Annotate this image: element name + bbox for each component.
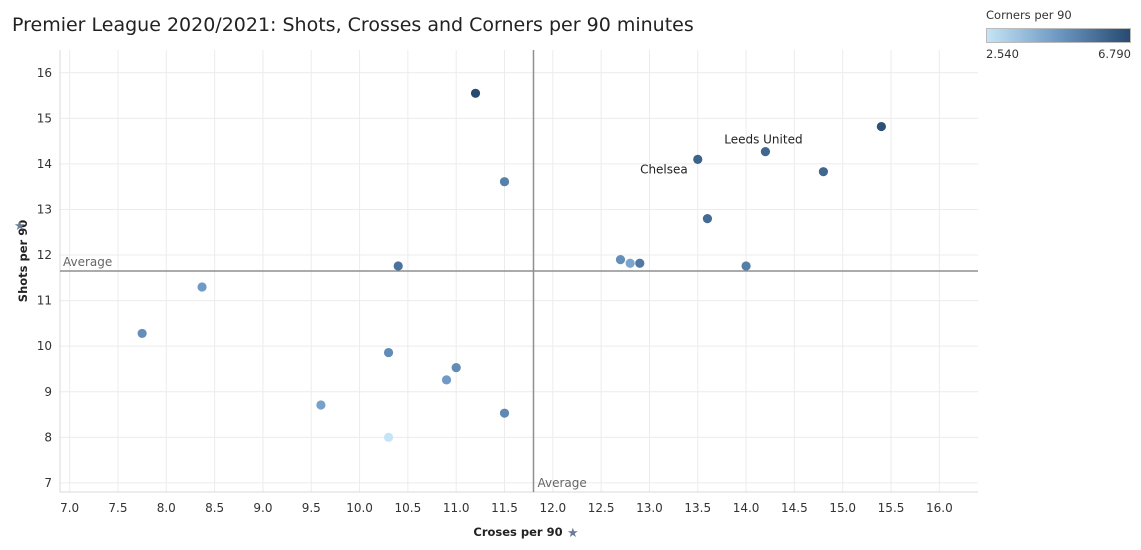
data-point bbox=[383, 347, 394, 358]
legend-color-ramp bbox=[986, 28, 1131, 43]
x-tick-label: 14.0 bbox=[733, 501, 760, 515]
legend-min-label: 2.540 bbox=[986, 47, 1019, 61]
x-tick-label: 9.0 bbox=[253, 501, 272, 515]
data-point bbox=[760, 147, 771, 157]
legend-max-label: 6.790 bbox=[1098, 47, 1131, 61]
y-tick-label: 9 bbox=[44, 385, 52, 399]
x-axis-title: Croses per 90 bbox=[473, 525, 562, 539]
data-point bbox=[499, 177, 510, 187]
x-tick-label: 11.5 bbox=[491, 501, 518, 515]
data-point bbox=[137, 328, 147, 339]
x-tick-label: 15.0 bbox=[829, 501, 856, 515]
x-tick-label: 8.0 bbox=[157, 501, 176, 515]
x-tick-label: 9.5 bbox=[302, 501, 321, 515]
data-point bbox=[393, 261, 403, 271]
x-average-label: Average bbox=[537, 476, 586, 490]
y-average-label: Average bbox=[63, 255, 112, 269]
data-point bbox=[316, 400, 326, 410]
pin-icon: ★ bbox=[567, 526, 579, 541]
legend-title: Corners per 90 bbox=[986, 8, 1072, 22]
data-point bbox=[615, 255, 626, 265]
x-tick-label: 15.5 bbox=[878, 501, 905, 515]
y-tick-label: 14 bbox=[37, 157, 52, 171]
data-point bbox=[635, 258, 645, 268]
y-tick-label: 7 bbox=[44, 476, 52, 490]
data-point bbox=[702, 213, 713, 224]
data-point bbox=[499, 408, 510, 418]
x-tick-label: 7.5 bbox=[108, 501, 127, 515]
chart-title: Premier League 2020/2021: Shots, Crosses… bbox=[12, 14, 694, 36]
data-point bbox=[451, 363, 461, 373]
x-tick-label: 16.0 bbox=[926, 501, 953, 515]
y-tick-label: 11 bbox=[37, 294, 52, 308]
x-tick-label: 11.0 bbox=[443, 501, 470, 515]
data-point bbox=[383, 432, 394, 442]
x-tick-label: 10.0 bbox=[346, 501, 373, 515]
data-point bbox=[470, 88, 481, 98]
x-tick-label: 13.5 bbox=[684, 501, 711, 515]
data-point bbox=[876, 121, 886, 132]
data-point bbox=[693, 154, 703, 164]
y-tick-label: 12 bbox=[37, 248, 52, 262]
color-legend: Corners per 90 2.540 6.790 bbox=[986, 8, 1134, 61]
x-tick-label: 13.0 bbox=[636, 501, 663, 515]
y-axis-title: Shots per 90 bbox=[16, 220, 30, 302]
y-tick-label: 8 bbox=[44, 430, 52, 444]
point-label: Chelsea bbox=[640, 162, 688, 176]
data-point bbox=[818, 167, 828, 177]
point-label: Leeds United bbox=[724, 133, 802, 147]
y-tick-label: 15 bbox=[37, 111, 52, 125]
x-tick-label: 12.5 bbox=[588, 501, 615, 515]
y-tick-label: 13 bbox=[37, 202, 52, 216]
data-point bbox=[741, 261, 751, 271]
x-tick-label: 12.0 bbox=[539, 501, 566, 515]
x-tick-label: 10.5 bbox=[395, 501, 422, 515]
x-tick-label: 7.0 bbox=[60, 501, 79, 515]
data-point bbox=[441, 375, 452, 385]
data-point bbox=[197, 282, 207, 292]
x-tick-label: 14.5 bbox=[781, 501, 808, 515]
data-point bbox=[625, 258, 635, 268]
y-tick-label: 16 bbox=[37, 66, 52, 80]
y-tick-label: 10 bbox=[37, 339, 52, 353]
x-tick-label: 8.5 bbox=[205, 501, 224, 515]
pin-icon: ★ bbox=[14, 219, 26, 234]
